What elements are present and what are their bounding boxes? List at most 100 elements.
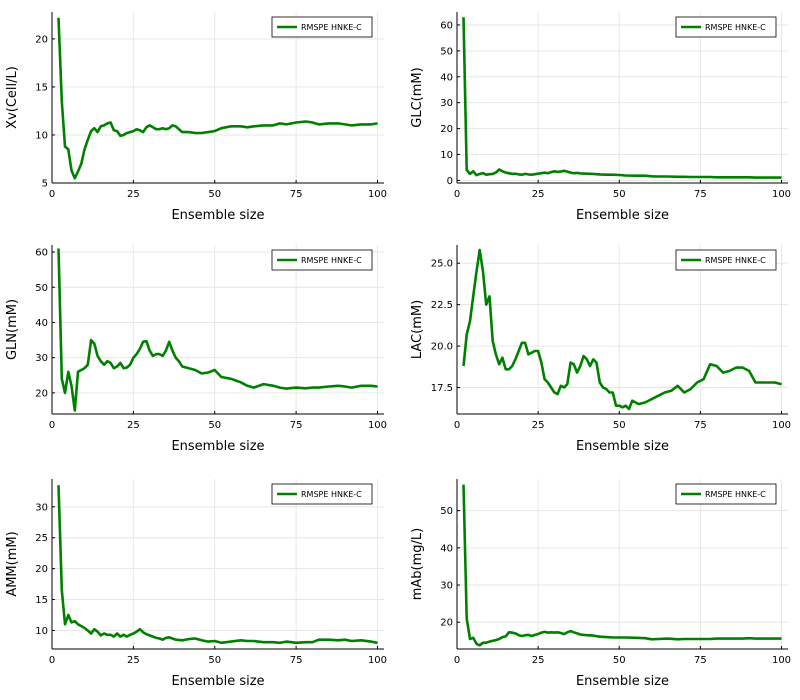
y-tick-label: 22.5 [431, 300, 453, 311]
legend-box [675, 483, 777, 505]
chart-panel-3: 0 25 50 75 100 20 30 40 50 60 Ensemble size GLN(mM)… [5, 245, 387, 454]
x-axis-label: Ensemble size [576, 439, 669, 454]
y-tick-label: 25.0 [431, 259, 453, 270]
x-tick-label: 75 [290, 189, 303, 200]
x-tick-label: 75 [290, 420, 303, 431]
legend: RMSPE HNKE-C [271, 249, 373, 271]
y-tick-label: 15 [35, 82, 48, 93]
y-tick-label: 30 [35, 502, 48, 513]
chart-panel-6: 0 25 50 75 100 20 30 40 50 Ensemble size mAb(mg/L)… [410, 479, 791, 689]
x-axis-label: Ensemble size [576, 674, 669, 689]
y-tick-label: 30 [35, 353, 48, 364]
y-tick-label: 60 [440, 20, 453, 31]
x-tick-label: 0 [49, 420, 55, 431]
x-axis-label: Ensemble size [171, 439, 264, 454]
x-tick-label: 50 [613, 420, 626, 431]
x-tick-label: 25 [127, 189, 140, 200]
y-tick-label: 10 [35, 130, 48, 141]
x-tick-label: 100 [772, 189, 791, 200]
y-tick-label: 20 [35, 34, 48, 45]
y-tick-label: 60 [35, 248, 48, 259]
x-tick-label: 25 [532, 189, 545, 200]
y-tick-label: 10 [35, 626, 48, 637]
legend-label: RMSPE HNKE-C [301, 256, 362, 265]
legend: RMSPE HNKE-C [271, 483, 373, 505]
legend-label: RMSPE HNKE-C [705, 490, 766, 499]
y-tick-label: 50 [440, 46, 453, 57]
legend-box [271, 249, 373, 271]
chart-panel-2: 0 25 50 75 100 0 10 20 30 40 50 60 Ensemble size GLC(… [410, 12, 791, 223]
y-tick-label: 50 [35, 283, 48, 294]
y-axis-label: GLC(mM) [410, 67, 425, 127]
y-axis-label: GLN(mM) [5, 299, 20, 360]
x-tick-label: 0 [454, 655, 460, 666]
x-tick-label: 25 [532, 420, 545, 431]
series-line [57, 17, 378, 180]
legend-box [675, 16, 777, 38]
series-line [462, 484, 782, 647]
y-tick-label: 40 [440, 72, 453, 83]
y-tick-label: 20 [35, 564, 48, 575]
x-tick-label: 0 [49, 189, 55, 200]
x-tick-label: 100 [368, 420, 387, 431]
x-tick-label: 0 [454, 189, 460, 200]
y-tick-label: 30 [440, 98, 453, 109]
y-tick-label: 50 [440, 506, 453, 517]
legend-label: RMSPE HNKE-C [301, 490, 362, 499]
y-tick-label: 20 [440, 618, 453, 629]
x-tick-label: 50 [208, 189, 221, 200]
y-axis-label: LAC(mM) [410, 300, 425, 359]
x-tick-label: 25 [127, 655, 140, 666]
y-tick-label: 25 [35, 533, 48, 544]
series-line [57, 248, 378, 412]
x-tick-label: 75 [290, 655, 303, 666]
x-tick-label: 100 [772, 420, 791, 431]
legend: RMSPE HNKE-C [675, 16, 777, 38]
series-line [462, 248, 782, 411]
y-tick-label: 0 [447, 176, 453, 187]
legend-label: RMSPE HNKE-C [705, 23, 766, 32]
x-tick-label: 75 [694, 655, 707, 666]
chart-panel-1: 0 25 50 75 100 5 10 15 20 Ensemble size Xv(Cell/L)… [5, 12, 387, 223]
legend-box [271, 16, 373, 38]
x-tick-label: 25 [532, 655, 545, 666]
y-tick-label: 30 [440, 581, 453, 592]
x-tick-label: 50 [613, 189, 626, 200]
legend-box [675, 249, 777, 271]
y-axis-label: mAb(mg/L) [410, 528, 425, 601]
x-axis-label: Ensemble size [171, 208, 264, 223]
legend-label: RMSPE HNKE-C [705, 256, 766, 265]
y-tick-label: 20.0 [431, 342, 453, 353]
y-tick-label: 20 [440, 124, 453, 135]
y-tick-label: 10 [440, 150, 453, 161]
x-axis-label: Ensemble size [171, 674, 264, 689]
x-tick-label: 100 [368, 655, 387, 666]
x-tick-label: 75 [694, 189, 707, 200]
y-tick-label: 40 [35, 318, 48, 329]
series-line [57, 485, 378, 645]
legend: RMSPE HNKE-C [271, 16, 373, 38]
y-axis-label: Xv(Cell/L) [5, 66, 20, 129]
legend-label: RMSPE HNKE-C [301, 23, 362, 32]
y-tick-label: 40 [440, 543, 453, 554]
x-tick-label: 50 [208, 420, 221, 431]
x-tick-label: 50 [613, 655, 626, 666]
legend: RMSPE HNKE-C [675, 483, 777, 505]
y-tick-label: 15 [35, 595, 48, 606]
legend: RMSPE HNKE-C [675, 249, 777, 271]
y-tick-label: 17.5 [431, 383, 453, 394]
x-tick-label: 25 [127, 420, 140, 431]
series-line [462, 17, 782, 179]
legend-box [271, 483, 373, 505]
chart-panel-4: 0 25 50 75 100 17.5 20.0 22.5 25.0 Ensemble size L… [410, 245, 791, 454]
x-tick-label: 75 [694, 420, 707, 431]
y-axis-label: AMM(mM) [5, 531, 20, 596]
x-tick-label: 100 [772, 655, 791, 666]
y-tick-label: 20 [35, 388, 48, 399]
chart-panel-5: 0 25 50 75 100 10 15 20 25 30 Ensemble size AMM(mM)… [5, 479, 387, 689]
y-tick-label: 5 [42, 179, 48, 190]
x-tick-label: 100 [368, 189, 387, 200]
x-tick-label: 0 [454, 420, 460, 431]
x-tick-label: 50 [208, 655, 221, 666]
x-axis-label: Ensemble size [576, 208, 669, 223]
